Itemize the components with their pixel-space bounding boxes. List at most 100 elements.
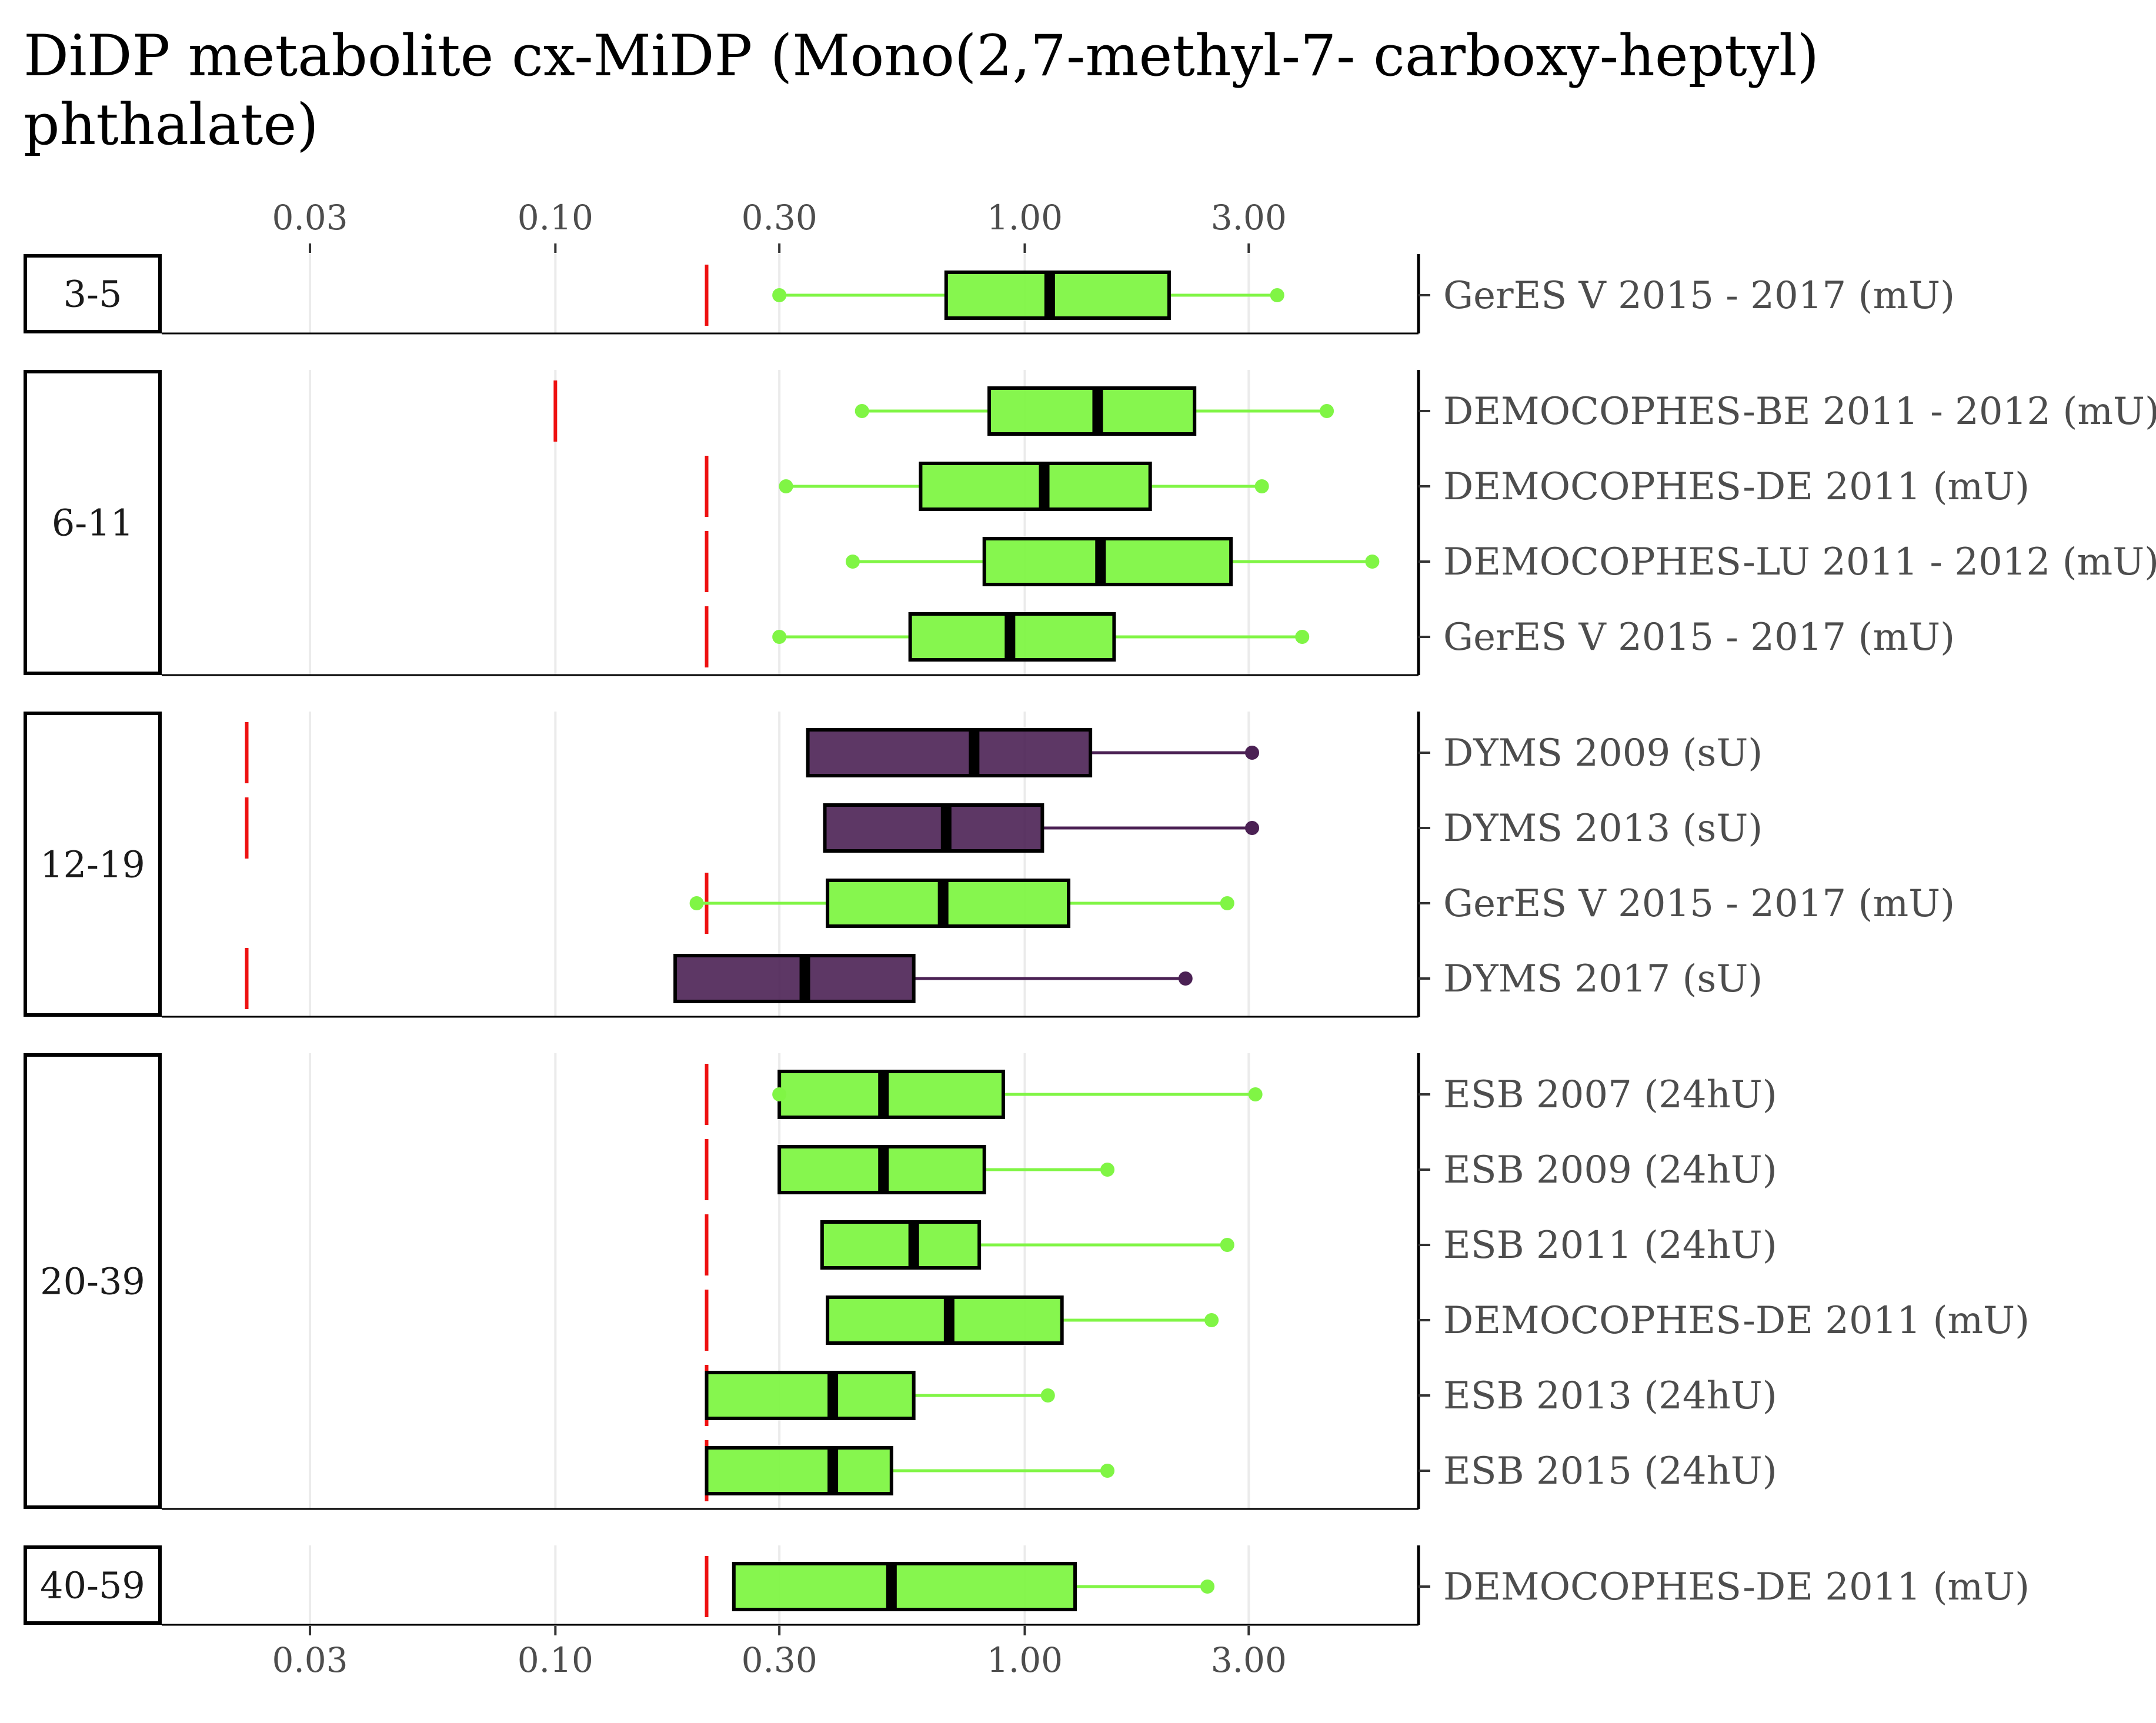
row: DYMS 2009 (sU) [245, 722, 1763, 783]
x-tick-label-top: 0.30 [742, 198, 817, 238]
box [705, 1371, 916, 1420]
row: ESB 2013 (24hU) [705, 1365, 1777, 1426]
x-axis-bottom: 0.03 0.10 0.30 1.00 3.00 [272, 1626, 1287, 1680]
row-label: DYMS 2017 (sU) [1443, 957, 1763, 1001]
x-tick-label-top: 0.10 [518, 198, 593, 238]
row-label: ESB 2011 (24hU) [1443, 1224, 1777, 1267]
age-strip-label: 3-5 [64, 273, 122, 316]
max-point [1295, 630, 1310, 644]
box [820, 1220, 982, 1270]
box [705, 1446, 893, 1495]
max-point [1270, 288, 1284, 302]
panel-3-5: 3-5 GerES V 2015 - 2017 (mU) [24, 254, 1955, 335]
row: DEMOCOPHES-BE 2011 - 2012 (mU) [553, 380, 2156, 442]
box [982, 537, 1233, 586]
x-tick-label-bottom: 0.03 [272, 1640, 348, 1680]
row: ESB 2007 (24hU) [705, 1064, 1777, 1125]
box [987, 386, 1197, 436]
max-point [1248, 1087, 1263, 1101]
median-line [1044, 272, 1055, 318]
x-tick-label-top: 1.00 [987, 198, 1063, 238]
min-point [779, 479, 793, 493]
median-line [827, 1448, 839, 1494]
max-point [1365, 555, 1380, 569]
max-point [1254, 479, 1269, 493]
median-line [908, 1222, 919, 1268]
age-strip-label: 6-11 [52, 502, 134, 545]
age-strip-label: 40-59 [40, 1564, 145, 1607]
box [823, 803, 1044, 853]
row: DYMS 2017 (sU) [245, 948, 1763, 1009]
box [806, 728, 1093, 777]
box [673, 954, 916, 1003]
age-strip [24, 712, 162, 1017]
chart-title-line-1: DiDP metabolite cx-MiDP (Mono(2,7-methyl… [24, 23, 1819, 89]
age-strip [24, 370, 162, 675]
row-label: GerES V 2015 - 2017 (mU) [1443, 616, 1955, 659]
row-label: ESB 2007 (24hU) [1443, 1073, 1777, 1117]
median-line [940, 805, 952, 851]
median-line [1095, 539, 1106, 585]
row-label: GerES V 2015 - 2017 (mU) [1443, 882, 1955, 926]
panel-40-59: 40-59 DEMOCOPHES-DE 2011 (mU) [24, 1545, 2030, 1626]
row: DEMOCOPHES-DE 2011 (mU) [705, 1556, 2030, 1617]
box [919, 462, 1152, 511]
row: GerES V 2015 - 2017 (mU) [705, 265, 1955, 326]
max-point [1245, 821, 1260, 835]
row-label: DEMOCOPHES-DE 2011 (mU) [1443, 465, 2030, 509]
panel-6-11: 6-11 DEMOCOPHES-BE 2011 - 2012 (mU) DEMOCO… [24, 370, 2156, 676]
min-point [689, 896, 704, 910]
median-line [878, 1147, 889, 1193]
max-point [1245, 746, 1260, 760]
box [944, 271, 1171, 320]
row-label: ESB 2015 (24hU) [1443, 1450, 1777, 1493]
median-line [827, 1373, 839, 1418]
x-tick-label-bottom: 0.30 [742, 1640, 817, 1680]
age-strip-label: 20-39 [40, 1260, 145, 1303]
row-label: DYMS 2013 (sU) [1443, 807, 1763, 850]
max-point [1100, 1464, 1115, 1478]
median-line [1092, 388, 1103, 434]
chart-title: DiDP metabolite cx-MiDP (Mono(2,7-methyl… [24, 23, 1819, 158]
row: DEMOCOPHES-DE 2011 (mU) [705, 1290, 2030, 1351]
age-strip-label: 12-19 [40, 843, 145, 886]
median-line [937, 880, 949, 926]
panel-20-39: 20-39 ESB 2007 (24hU) ESB 2009 (24hU) ESB 2… [24, 1053, 2030, 1510]
row: GerES V 2015 - 2017 (mU) [689, 873, 1955, 934]
max-point [1040, 1388, 1055, 1403]
row-label: DEMOCOPHES-BE 2011 - 2012 (mU) [1443, 390, 2156, 433]
x-tick-label-top: 3.00 [1211, 198, 1287, 238]
x-tick-label-bottom: 1.00 [987, 1640, 1063, 1680]
panels: 3-5 GerES V 2015 - 2017 (mU) 6-11 DEMOCOPHE… [24, 254, 2156, 1626]
row: DEMOCOPHES-DE 2011 (mU) [705, 456, 2030, 517]
row: DEMOCOPHES-LU 2011 - 2012 (mU) [705, 531, 2156, 592]
min-point [772, 1087, 787, 1101]
median-line [969, 730, 980, 776]
box [777, 1070, 1005, 1119]
row: ESB 2011 (24hU) [705, 1214, 1777, 1275]
median-line [1039, 463, 1050, 509]
min-point [772, 630, 787, 644]
x-tick-label-bottom: 0.10 [518, 1640, 593, 1680]
row: ESB 2009 (24hU) [705, 1139, 1777, 1200]
row-label: ESB 2009 (24hU) [1443, 1148, 1777, 1192]
age-strip [24, 254, 162, 333]
median-line [1004, 614, 1016, 660]
max-point [1220, 896, 1234, 910]
row: GerES V 2015 - 2017 (mU) [705, 606, 1955, 667]
median-line [943, 1297, 954, 1343]
min-point [845, 555, 860, 569]
max-point [1100, 1163, 1115, 1177]
row-label: DYMS 2009 (sU) [1443, 732, 1763, 775]
min-point [855, 404, 869, 418]
age-strip [24, 1053, 162, 1509]
row-label: DEMOCOPHES-LU 2011 - 2012 (mU) [1443, 540, 2156, 584]
row-label: DEMOCOPHES-DE 2011 (mU) [1443, 1565, 2030, 1609]
row-label: GerES V 2015 - 2017 (mU) [1443, 274, 1955, 318]
min-point [772, 288, 787, 302]
median-line [886, 1564, 897, 1610]
row: DYMS 2013 (sU) [245, 797, 1763, 859]
x-tick-label-top: 0.03 [272, 198, 348, 238]
box [732, 1562, 1077, 1611]
